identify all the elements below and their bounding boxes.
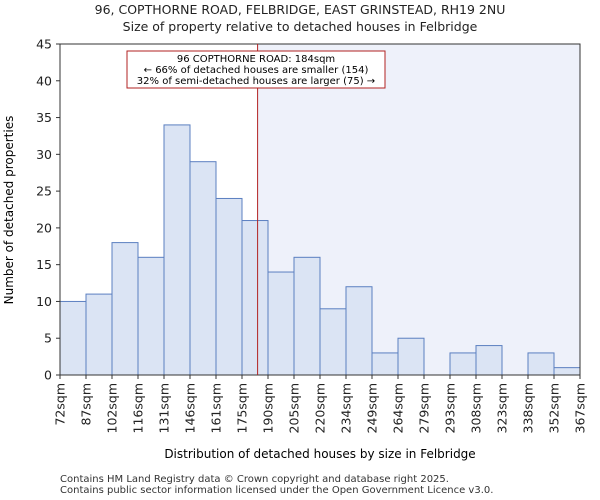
y-tick-label-10: 10: [36, 294, 52, 309]
histogram-bar-131sqm: [163, 124, 191, 376]
histogram-bar-352sqm: [553, 367, 581, 376]
chart-subtitle: Size of property relative to detached ho…: [122, 19, 478, 34]
y-tick-label-35: 35: [36, 110, 52, 125]
y-axis-label: Number of detached properties: [2, 116, 16, 305]
x-tick-label-367sqm: 367sqm: [573, 383, 588, 433]
x-tick-label-205sqm: 205sqm: [287, 383, 302, 433]
histogram-bar-175sqm: [241, 220, 269, 376]
y-tick-label-30: 30: [36, 147, 52, 162]
x-tick-label-234sqm: 234sqm: [339, 383, 354, 433]
annotation-box: [126, 50, 386, 89]
histogram-chart: 0 5 10 15 20 25 30 35 40 45 72sqm 87sqm 102sqm 116sqm…: [2, 37, 588, 462]
histogram-bar-116sqm: [137, 256, 165, 376]
histogram-bar-102sqm: [111, 242, 139, 376]
histogram-bar-205sqm: [293, 256, 321, 376]
x-tick-label-338sqm: 338sqm: [521, 383, 536, 433]
histogram-bar-264sqm: [397, 337, 425, 376]
x-tick-label-323sqm: 323sqm: [495, 383, 510, 433]
x-axis-label: Distribution of detached houses by size …: [164, 447, 475, 461]
histogram-bar-161sqm: [215, 197, 243, 376]
footer-land-registry: Contains HM Land Registry data © Crown c…: [60, 474, 449, 485]
y-tick-label-0: 0: [44, 368, 52, 383]
chart-title: 96, COPTHORNE ROAD, FELBRIDGE, EAST GRIN…: [94, 2, 506, 17]
x-tick-label-279sqm: 279sqm: [417, 383, 432, 433]
annotation-line-larger: 32% of semi-detached houses are larger (…: [137, 76, 375, 87]
histogram-bar-146sqm: [189, 161, 217, 376]
x-tick-label-264sqm: 264sqm: [391, 383, 406, 433]
x-tick-label-72sqm: 72sqm: [53, 383, 68, 426]
annotation-line-property: 96 COPTHORNE ROAD: 184sqm: [177, 54, 335, 65]
histogram-bar-249sqm: [371, 352, 399, 376]
x-tick-label-220sqm: 220sqm: [313, 383, 328, 433]
x-tick-label-116sqm: 116sqm: [131, 383, 146, 433]
x-tick-label-175sqm: 175sqm: [235, 383, 250, 433]
footer-licence: Contains public sector information licen…: [60, 485, 494, 496]
y-tick-label-25: 25: [36, 184, 52, 199]
histogram-bar-293sqm: [449, 352, 477, 376]
histogram-bar-234sqm: [345, 286, 373, 376]
x-tick-label-146sqm: 146sqm: [183, 383, 198, 433]
x-tick-label-190sqm: 190sqm: [261, 383, 276, 433]
x-tick-label-131sqm: 131sqm: [157, 383, 172, 433]
histogram-bar-72sqm: [59, 300, 87, 376]
histogram-bar-338sqm: [527, 352, 555, 376]
x-tick-label-87sqm: 87sqm: [79, 383, 94, 426]
y-tick-label-15: 15: [36, 257, 52, 272]
histogram-bar-87sqm: [85, 293, 113, 376]
x-tick-label-308sqm: 308sqm: [469, 383, 484, 433]
y-tick-label-40: 40: [36, 73, 52, 88]
x-tick-label-102sqm: 102sqm: [105, 383, 120, 433]
x-tick-label-161sqm: 161sqm: [209, 383, 224, 433]
y-tick-label-5: 5: [44, 331, 52, 346]
histogram-bar-220sqm: [319, 308, 347, 376]
x-tick-label-249sqm: 249sqm: [365, 383, 380, 433]
y-tick-label-20: 20: [36, 220, 52, 235]
annotation-line-smaller: ← 66% of detached houses are smaller (15…: [144, 65, 369, 76]
histogram-bar-190sqm: [267, 271, 295, 376]
x-tick-label-352sqm: 352sqm: [547, 383, 562, 433]
y-tick-label-45: 45: [36, 37, 52, 52]
histogram-bar-308sqm: [475, 345, 503, 376]
x-tick-label-293sqm: 293sqm: [443, 383, 458, 433]
